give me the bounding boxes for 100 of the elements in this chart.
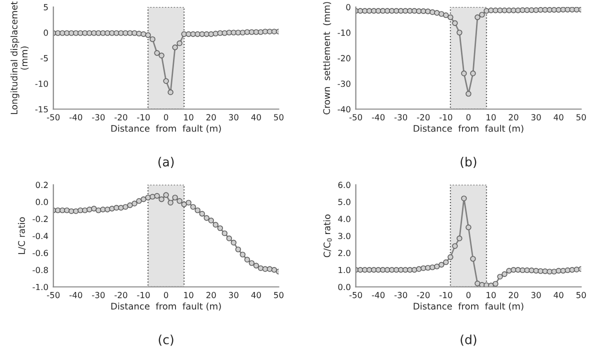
y-tick-label: 0.2 [36,182,48,188]
y-tick-label: -0.4 [32,232,48,240]
point [425,264,431,271]
point [140,31,146,37]
point [510,8,516,14]
point [456,30,462,36]
point [186,200,192,206]
y-tick-label: -0.2 [32,216,48,222]
point [55,207,61,214]
y-tick-label: -0.8 [32,266,48,274]
point [181,202,187,208]
x-tick-label: -50 [349,114,362,120]
x-tick-label: -30 [92,292,105,298]
point [560,7,566,12]
y-axis-title: Longitudinal displacemet (mm) [10,1,29,114]
point [122,204,128,210]
point [416,266,422,272]
point [506,268,512,274]
x-tick-label: -20 [114,114,128,120]
x-tick-label: -40 [372,114,385,120]
point [104,206,110,212]
x-tick-label: -30 [92,114,105,120]
y-tick-label: -0.6 [32,250,48,256]
point [466,224,472,230]
x-tick-label: 30 [531,292,541,298]
point [533,268,539,274]
x-tick-label: 30 [228,292,238,298]
y-tick-label: 0.0 [36,198,48,206]
x-tick-label: 40 [554,114,564,120]
point [68,208,74,214]
x-tick-label: 0 [164,292,168,298]
point [258,265,264,272]
point [420,265,426,272]
point [574,7,580,12]
x-tick-label: -30 [394,114,408,120]
point [425,8,431,14]
x-tick-label: 40 [251,114,261,120]
x-tick-label: 40 [251,292,261,298]
point [556,268,562,274]
point [466,90,472,97]
point [551,7,557,13]
x-tick-label: -40 [70,114,82,120]
y-tick-label: 0 [44,30,48,36]
x-tick-label: 50 [274,114,284,120]
x-axis-title: Distance from fault (m) [414,302,524,311]
point [492,280,498,287]
point [172,44,178,50]
point [266,266,273,272]
x-tick-label: -30 [394,292,408,298]
point [222,230,228,236]
x-tick-label: 40 [554,292,564,298]
y-tick-label: 0 [346,4,350,10]
point [96,207,102,214]
point [240,252,246,258]
point [470,70,476,76]
point [443,259,449,266]
point [542,268,548,274]
x-tick-label: 10 [184,292,194,298]
point [538,7,544,13]
point [176,40,182,46]
point [271,267,278,273]
point [438,11,444,17]
x-tick-label: 20 [508,292,518,298]
point [564,267,570,274]
point [484,8,490,14]
y-tick-label: 6.0 [338,182,350,188]
point [244,256,250,263]
x-tick-label: 20 [206,114,216,120]
x-tick-label: 50 [274,292,284,298]
x-tick-label: -20 [114,292,128,298]
x-tick-label: -50 [46,292,60,298]
point [208,218,214,224]
y-tick-label: -10 [338,30,350,36]
x-tick-label: -10 [137,114,150,120]
point [109,206,115,212]
point [136,198,142,204]
point [73,208,79,214]
point [154,50,160,56]
point [168,89,174,96]
point [235,246,241,252]
point [150,36,156,42]
point [136,30,142,36]
x-axis-title: Distance from fault (m) [414,124,524,133]
y-tick-label: -10 [35,80,48,87]
point [194,207,200,214]
y-axis-title: C/C$_{0}$ ratio [323,214,332,258]
text: (c) [158,334,174,346]
point [230,240,236,246]
point [502,8,508,14]
point [510,267,516,273]
x-tick-label: -10 [137,292,150,298]
point [380,267,386,273]
point [407,8,413,14]
x-axis-title: Distance from fault (m) [111,302,221,311]
y-tick-label: 5 [44,4,48,10]
x-tick-label: 30 [228,114,238,120]
point [217,225,223,232]
point [118,204,124,211]
x-tick-label: -20 [417,292,430,298]
point [253,262,260,268]
